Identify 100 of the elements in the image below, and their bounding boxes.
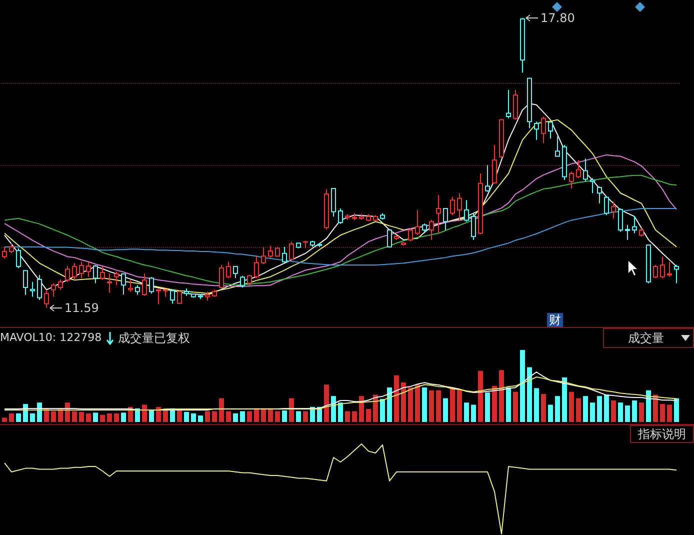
candlestick bbox=[72, 262, 77, 280]
bar bbox=[499, 370, 504, 422]
bar bbox=[562, 377, 567, 422]
bar bbox=[408, 387, 413, 422]
candlestick bbox=[331, 188, 336, 217]
candlestick bbox=[499, 118, 504, 158]
candlestick bbox=[520, 18, 525, 74]
candlestick bbox=[338, 208, 343, 224]
candlestick bbox=[457, 192, 462, 221]
bar bbox=[639, 402, 644, 422]
bar bbox=[429, 390, 434, 422]
text: 财 bbox=[547, 313, 563, 327]
bar bbox=[387, 387, 392, 422]
candlestick bbox=[604, 196, 609, 216]
candlestick bbox=[93, 264, 98, 284]
candlestick bbox=[30, 281, 35, 298]
candlestick bbox=[408, 228, 413, 242]
bar bbox=[632, 400, 637, 422]
candlestick bbox=[114, 271, 119, 286]
bar bbox=[156, 406, 161, 422]
candlestick bbox=[86, 261, 91, 278]
bar bbox=[289, 398, 294, 422]
candlestick bbox=[9, 242, 14, 254]
bar bbox=[583, 396, 588, 422]
bar bbox=[100, 414, 105, 422]
bar bbox=[359, 396, 364, 422]
bar bbox=[107, 413, 112, 422]
candlestick bbox=[569, 171, 574, 189]
bar bbox=[366, 409, 371, 422]
bar bbox=[415, 384, 420, 422]
bar bbox=[471, 404, 476, 422]
candlestick bbox=[436, 194, 441, 234]
candlestick bbox=[632, 216, 637, 234]
candlestick bbox=[534, 121, 539, 140]
candlestick bbox=[16, 248, 21, 269]
bar bbox=[212, 411, 217, 422]
candlestick bbox=[275, 246, 280, 258]
bar bbox=[422, 387, 427, 422]
candlestick bbox=[373, 214, 378, 222]
bar bbox=[149, 410, 154, 422]
candlestick bbox=[541, 116, 546, 144]
candlestick bbox=[121, 272, 126, 295]
text: 指标说明 bbox=[638, 427, 686, 441]
candlestick bbox=[583, 158, 588, 182]
text: 成交量 bbox=[628, 331, 664, 345]
candlestick bbox=[177, 290, 182, 304]
bar bbox=[219, 398, 224, 422]
bar bbox=[667, 404, 672, 422]
bar bbox=[478, 370, 483, 422]
bar bbox=[352, 411, 357, 422]
bar bbox=[625, 405, 630, 422]
candlestick bbox=[513, 89, 518, 120]
candlestick bbox=[282, 246, 287, 264]
bar bbox=[541, 394, 546, 422]
bar bbox=[380, 398, 385, 422]
candlestick bbox=[674, 264, 679, 284]
bar bbox=[548, 404, 553, 422]
bar bbox=[653, 394, 658, 422]
candlestick bbox=[261, 246, 266, 265]
bar bbox=[324, 384, 329, 422]
bar bbox=[247, 411, 252, 422]
candlestick bbox=[254, 256, 259, 279]
candlestick bbox=[471, 212, 476, 240]
candlestick bbox=[443, 208, 448, 231]
bar bbox=[569, 392, 574, 422]
bar bbox=[72, 411, 77, 422]
candlestick bbox=[639, 228, 644, 238]
bar bbox=[527, 367, 532, 422]
bar bbox=[79, 412, 84, 422]
bar bbox=[30, 413, 35, 422]
bar bbox=[436, 390, 441, 422]
bar bbox=[282, 410, 287, 422]
candlestick bbox=[156, 288, 161, 305]
bar bbox=[198, 416, 203, 422]
bar bbox=[177, 410, 182, 422]
candlestick bbox=[590, 178, 595, 194]
candlestick bbox=[324, 188, 329, 230]
candlestick bbox=[366, 214, 371, 222]
candlestick bbox=[44, 289, 49, 308]
bar bbox=[58, 409, 63, 422]
bar bbox=[142, 404, 147, 422]
candlestick bbox=[51, 282, 56, 298]
candlestick bbox=[65, 265, 70, 282]
bar bbox=[506, 387, 511, 422]
candlestick bbox=[506, 89, 511, 119]
bar bbox=[2, 418, 7, 422]
candlestick bbox=[268, 245, 273, 258]
candlestick bbox=[359, 214, 364, 220]
candlestick bbox=[401, 242, 406, 246]
bar bbox=[513, 392, 518, 422]
bar bbox=[345, 411, 350, 422]
candlestick bbox=[240, 275, 245, 288]
bar bbox=[303, 411, 308, 422]
candlestick bbox=[527, 78, 532, 129]
candlestick bbox=[149, 276, 154, 294]
bar bbox=[184, 412, 189, 422]
bar bbox=[205, 411, 210, 422]
bar bbox=[331, 396, 336, 422]
candlestick bbox=[58, 279, 63, 290]
candlestick bbox=[142, 272, 147, 296]
